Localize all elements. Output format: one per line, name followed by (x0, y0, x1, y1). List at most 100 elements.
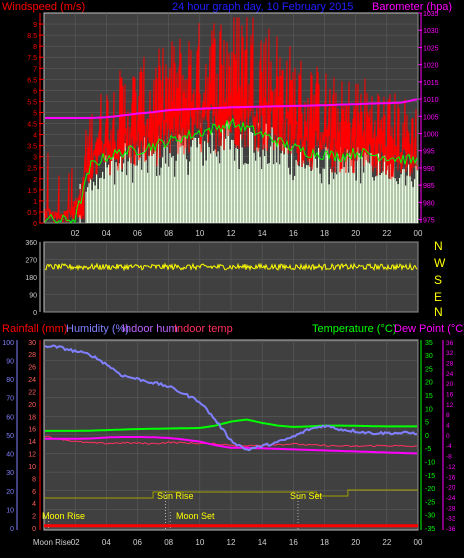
wind-bar (243, 164, 245, 223)
wind-bar (255, 160, 257, 223)
wind-bar (160, 167, 162, 223)
temperature-series (45, 418, 417, 432)
wind-bar (109, 151, 111, 223)
rain-y-tick: 8 (32, 476, 36, 483)
humidity-title: Humidity (%) (66, 323, 129, 335)
wind-bar (196, 147, 198, 223)
rain-y-tick: 0 (32, 526, 36, 533)
wind-bar (210, 153, 212, 223)
wind-bar (235, 116, 237, 223)
temp-y-tick: -20 (425, 486, 435, 493)
wind-bar (145, 159, 147, 223)
wind-bar (177, 140, 179, 223)
wind-bar (346, 148, 348, 223)
wind-bar (399, 177, 401, 223)
wind-bar (249, 127, 251, 223)
humidity-y-tick: 90 (6, 358, 14, 365)
wind-bar (268, 163, 270, 223)
dew-point-title: Dew Point (°C) (394, 323, 464, 335)
dew-y-tick: 32 (446, 350, 454, 357)
dir-y-tick: 90 (29, 293, 37, 300)
wind-bar (139, 152, 141, 223)
wind-bar (357, 145, 359, 223)
dew-y-tick: 20 (446, 381, 454, 388)
temperature-title: Temperature (°C) (312, 323, 396, 335)
barometer-title: Barometer (hpa) (372, 1, 452, 13)
wind-bar (192, 140, 194, 223)
wind-bar (156, 175, 158, 223)
dew-y-tick: -24 (446, 495, 456, 502)
wind-bar (204, 141, 206, 223)
wind-bar (169, 138, 171, 223)
compass-n-bottom: N (434, 305, 443, 319)
wind-bar (303, 158, 305, 223)
wind-bar (150, 150, 152, 223)
rain-y-tick: 18 (28, 414, 36, 421)
graph-date-title: 24 hour graph day, 10 February 2015 (172, 1, 353, 13)
wind-bar (336, 174, 338, 223)
wind-bar (358, 152, 360, 223)
wind-bar (385, 158, 387, 223)
wind-bar (363, 172, 365, 223)
wind-bar (390, 153, 392, 223)
wind-bar (342, 154, 344, 223)
wind-y-tick: 7 (33, 66, 37, 73)
wind-bar (379, 175, 381, 223)
wind-y-tick: 2 (33, 177, 37, 184)
wind-bar (141, 169, 143, 223)
moon-rise-label: Moon Rise (42, 511, 85, 521)
wind-bar (147, 172, 149, 223)
temp-x-tick: 08 (164, 538, 173, 547)
wind-bar (340, 146, 342, 223)
wind-bar (265, 123, 267, 223)
wind-y-tick: 5.5 (27, 99, 37, 106)
barometer-series (45, 98, 418, 119)
wind-bar (174, 176, 176, 223)
wind-bar (138, 147, 140, 223)
wind-bar (186, 159, 188, 223)
wind-x-tick: 22 (382, 229, 391, 238)
wind-bar (391, 154, 393, 223)
wind-bar (154, 147, 156, 223)
wind-bar (370, 148, 372, 223)
moon-set-label: Moon Set (176, 511, 215, 521)
wind-bar (214, 149, 216, 223)
rain-y-tick: 2 (32, 514, 36, 521)
wind-bar (286, 148, 288, 223)
wind-y-tick: 8.5 (27, 33, 37, 40)
wind-bar (184, 131, 186, 223)
wind-bar (225, 138, 227, 223)
wind-bar (201, 135, 203, 223)
dew-y-tick: -12 (446, 464, 456, 471)
humidity-y-tick: 50 (6, 433, 14, 440)
humidity-y-tick: 100 (2, 340, 14, 347)
wind-bar (91, 190, 93, 223)
temp-x-tick: 10 (195, 538, 204, 547)
wind-bar (166, 136, 168, 223)
wind-bar (205, 160, 207, 223)
wind-bar (103, 178, 105, 223)
sun-set-label: Sun Set (290, 491, 323, 501)
wind-x-tick: 20 (351, 229, 360, 238)
wind-bar (229, 149, 231, 223)
wind-bar (129, 144, 131, 223)
wind-bar (406, 175, 408, 223)
wind-bar (133, 155, 135, 223)
wind-bar (217, 151, 219, 223)
wind-bar (168, 166, 170, 223)
rain-y-tick: 14 (28, 439, 36, 446)
wind-bar (397, 184, 399, 223)
wind-bar (219, 163, 221, 223)
baro-y-tick: 1005 (423, 114, 439, 121)
wind-bar (277, 137, 279, 223)
wind-bar (327, 145, 329, 223)
temp-y-tick: 15 (425, 393, 433, 400)
wind-bar (261, 169, 263, 223)
rain-y-tick: 12 (28, 452, 36, 459)
wind-bar (297, 161, 299, 223)
temp-y-tick: -5 (425, 446, 431, 453)
wind-bar (312, 144, 314, 223)
temp-y-tick: 20 (425, 380, 433, 387)
humidity-y-tick: 80 (6, 377, 14, 384)
